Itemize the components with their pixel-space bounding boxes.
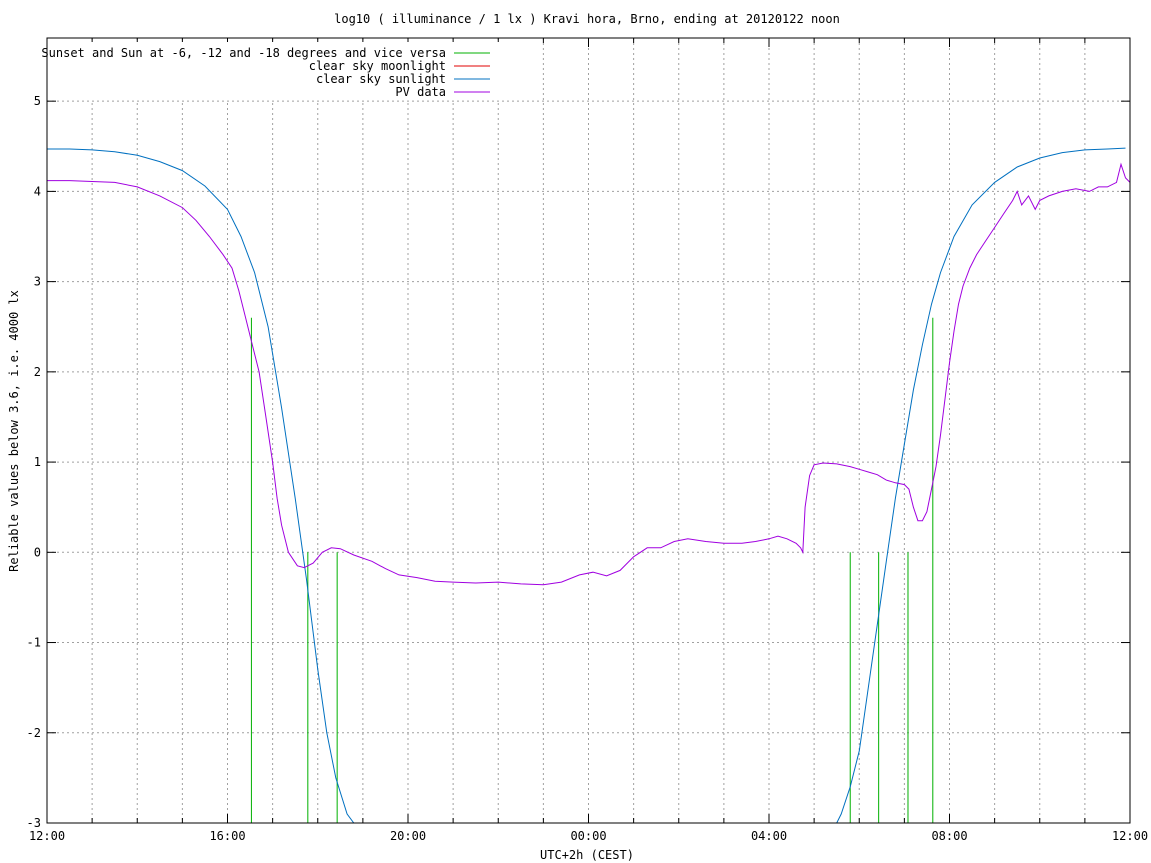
y-tick-label: 1: [34, 455, 41, 469]
x-tick-label: 00:00: [570, 829, 606, 843]
x-tick-label: 04:00: [751, 829, 787, 843]
legend-label: PV data: [395, 85, 446, 99]
x-axis-label: UTC+2h (CEST): [540, 848, 634, 862]
y-tick-label: 0: [34, 545, 41, 559]
y-tick-label: -3: [27, 816, 41, 830]
x-tick-label: 12:00: [29, 829, 65, 843]
series-line: [47, 147, 1126, 824]
x-tick-label: 08:00: [931, 829, 967, 843]
y-tick-label: 5: [34, 94, 41, 108]
legend-label: clear sky sunlight: [316, 72, 446, 86]
y-tick-label: -1: [27, 636, 41, 650]
y-tick-label: 4: [34, 184, 41, 198]
x-tick-label: 16:00: [209, 829, 245, 843]
legend-background: [49, 42, 499, 100]
x-tick-label: 20:00: [390, 829, 426, 843]
y-axis-label: Reliable values below 3.6, i.e. 4000 lx: [7, 290, 21, 572]
legend-label: Sunset and Sun at -6, -12 and -18 degree…: [41, 46, 446, 60]
chart-title: log10 ( illuminance / 1 lx ) Kravi hora,…: [334, 12, 840, 26]
plot-area: [47, 147, 1131, 824]
series-line: [47, 162, 1131, 586]
y-tick-label: 2: [34, 365, 41, 379]
legend: Sunset and Sun at -6, -12 and -18 degree…: [41, 42, 499, 100]
y-tick-label: 3: [34, 275, 41, 289]
grid: [47, 38, 1130, 823]
plot-frame: [46, 37, 1131, 824]
legend-label: clear sky moonlight: [309, 59, 446, 73]
axes: 12:00 16:00 20:00 00:00 04:00 08:00 12:00-3-2-…: [27, 38, 1148, 843]
y-tick-label: -2: [27, 726, 41, 740]
x-tick-label: 12:00: [1112, 829, 1148, 843]
